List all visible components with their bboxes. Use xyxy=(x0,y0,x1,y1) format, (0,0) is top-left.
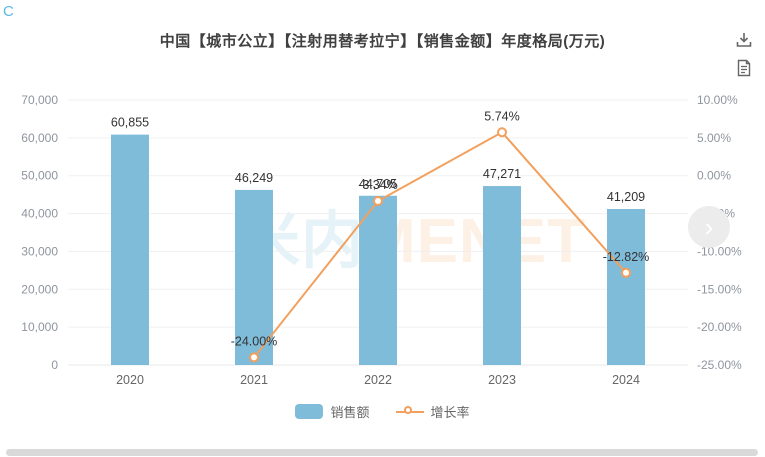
x-axis-category: 2021 xyxy=(240,373,268,387)
sales-bar[interactable] xyxy=(607,208,645,365)
horizontal-scrollbar-thumb[interactable] xyxy=(6,449,758,456)
y-axis-left-tick: 0 xyxy=(51,358,58,372)
sales-bar[interactable] xyxy=(359,195,397,365)
y-axis-right-tick: 5.00% xyxy=(697,131,731,145)
sales-bar[interactable] xyxy=(111,134,149,365)
growth-value-label: -12.82% xyxy=(603,250,650,264)
chart-legend: 销售额 增长率 xyxy=(0,402,765,421)
growth-point[interactable] xyxy=(497,127,507,138)
growth-value-label: -24.00% xyxy=(231,334,278,348)
next-page-button[interactable]: › xyxy=(688,206,730,248)
sales-bar[interactable] xyxy=(235,189,273,365)
x-axis-category: 2024 xyxy=(612,373,640,387)
x-axis-category: 2023 xyxy=(488,373,516,387)
legend-bar-swatch xyxy=(295,404,324,419)
y-axis-right-tick: -20.00% xyxy=(697,320,742,334)
growth-value-label: -3.34% xyxy=(358,178,398,192)
chart-title: 中国【城市公立】【注射用替考拉宁】【销售金额】年度格局(万元) xyxy=(159,33,606,50)
watermark-en: MENET xyxy=(364,207,587,276)
bar-value-label: 47,271 xyxy=(483,167,521,181)
corner-logo: C xyxy=(3,3,14,20)
legend-line-swatch xyxy=(395,404,424,419)
x-axis-category: 2022 xyxy=(364,373,392,387)
menet-watermark: 米内MENET xyxy=(238,190,586,280)
sales-bar[interactable] xyxy=(483,186,521,365)
growth-point[interactable] xyxy=(621,267,631,278)
x-axis-category: 2020 xyxy=(116,373,144,387)
y-axis-left-tick: 20,000 xyxy=(21,282,58,296)
report-icon[interactable] xyxy=(734,58,754,78)
y-axis-right-tick: 0.00% xyxy=(697,169,731,183)
y-axis-right-tick: -15.00% xyxy=(697,282,742,296)
legend-item-sales[interactable]: 销售额 xyxy=(295,402,370,421)
bar-value-label: 60,855 xyxy=(111,116,149,130)
y-axis-left-tick: 40,000 xyxy=(21,207,58,221)
legend-item-growth[interactable]: 增长率 xyxy=(395,402,470,421)
y-axis-right-tick: -25.00% xyxy=(697,358,742,372)
y-axis-left-tick: 60,000 xyxy=(21,131,58,145)
legend-label: 增长率 xyxy=(430,405,470,420)
download-icon[interactable] xyxy=(734,30,754,50)
y-axis-left-tick: 10,000 xyxy=(21,320,58,334)
bar-value-label: 44,705 xyxy=(359,177,397,191)
horizontal-scrollbar-track[interactable] xyxy=(0,448,765,457)
growth-point[interactable] xyxy=(249,352,259,363)
bar-value-label: 46,249 xyxy=(235,171,273,185)
y-axis-left-tick: 30,000 xyxy=(21,244,58,258)
legend-label: 销售额 xyxy=(330,405,370,420)
growth-line xyxy=(253,130,627,359)
growth-value-label: 5.74% xyxy=(484,109,519,123)
chevron-right-icon: › xyxy=(704,212,714,242)
growth-point[interactable] xyxy=(373,196,383,207)
y-axis-right-tick: 10.00% xyxy=(697,93,738,107)
bar-value-label: 41,209 xyxy=(607,190,645,204)
y-axis-left-tick: 70,000 xyxy=(21,93,58,107)
chart-toolbar xyxy=(731,30,757,78)
y-axis-left-tick: 50,000 xyxy=(21,169,58,183)
bar-line-chart[interactable]: 0 10,000 20,000 30,000 40,000 50,000 60,000 70,… xyxy=(0,85,765,415)
